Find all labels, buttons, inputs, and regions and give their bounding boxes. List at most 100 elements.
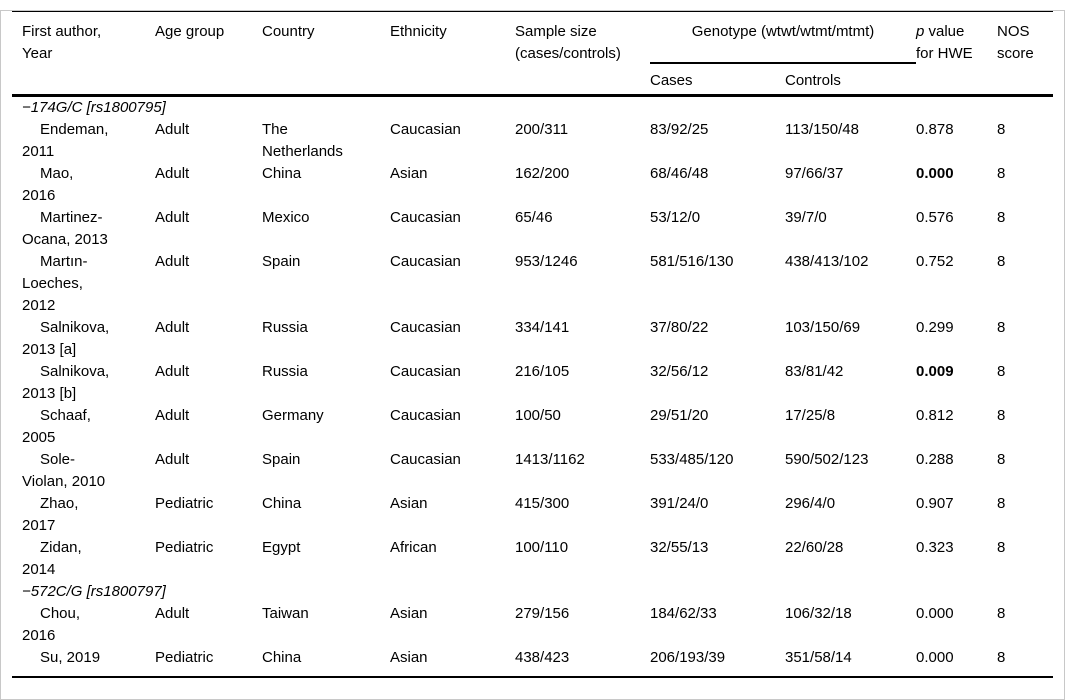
cell-age-group: Pediatric <box>155 648 214 666</box>
cell-p-value-hwe: 0.000 <box>916 604 954 622</box>
cell-genotype-controls: 351/58/14 <box>785 648 852 666</box>
cell-age-group: Pediatric <box>155 494 214 512</box>
cell-p-value-hwe: 0.299 <box>916 318 954 336</box>
cell-p-value-hwe: 0.752 <box>916 252 954 270</box>
col-header-country: Country <box>262 23 315 40</box>
cell-nos-score: 8 <box>997 120 1006 138</box>
table-row: Salnikova, 2013 [a] Adult Russia Caucasi… <box>12 317 1053 361</box>
cell-nos-score: 8 <box>997 538 1006 556</box>
cell-nos-score: 8 <box>997 406 1006 424</box>
cell-p-value-hwe: 0.907 <box>916 494 954 512</box>
cell-first-author: Su, 2019 <box>40 648 101 666</box>
cell-sample-size: 216/105 <box>515 362 570 380</box>
cell-genotype-cases: 32/56/12 <box>650 362 709 380</box>
cell-ethnicity: Asian <box>390 164 428 182</box>
cell-first-author: Sole- Violan, 2010 <box>22 450 106 490</box>
col-header-sample-size: Sample size (cases/controls) <box>515 23 621 62</box>
cell-first-author: Salnikova, 2013 [a] <box>22 318 110 358</box>
cell-nos-score: 8 <box>997 164 1006 182</box>
cell-genotype-controls: 590/502/123 <box>785 450 869 468</box>
cell-country: Taiwan <box>262 604 309 622</box>
cell-genotype-controls: 83/81/42 <box>785 362 844 380</box>
cell-genotype-cases: 533/485/120 <box>650 450 734 468</box>
cell-genotype-controls: 296/4/0 <box>785 494 836 512</box>
cell-ethnicity: Asian <box>390 604 428 622</box>
study-characteristics-table: First author, Year Age group Country Eth… <box>12 10 1053 678</box>
cell-country: China <box>262 494 302 512</box>
cell-country: Spain <box>262 450 301 468</box>
cell-first-author: Endeman, 2011 <box>22 120 109 160</box>
cell-ethnicity: Caucasian <box>390 252 461 270</box>
cell-genotype-cases: 37/80/22 <box>650 318 709 336</box>
p-value-header-rest: value for HWE <box>916 23 973 62</box>
cell-p-value-hwe: 0.000 <box>916 648 954 666</box>
header-row-main: First author, Year Age group Country Eth… <box>12 11 1053 64</box>
cell-p-value-hwe: 0.812 <box>916 406 954 424</box>
cell-sample-size: 162/200 <box>515 164 570 182</box>
col-header-nos-score: NOS score <box>997 23 1034 62</box>
cell-genotype-controls: 17/25/8 <box>785 406 836 424</box>
cell-genotype-controls: 106/32/18 <box>785 604 852 622</box>
cell-genotype-controls: 22/60/28 <box>785 538 844 556</box>
cell-genotype-cases: 29/51/20 <box>650 406 709 424</box>
cell-p-value-hwe: 0.878 <box>916 120 954 138</box>
section-header-row: −572C/G [rs1800797] <box>12 581 1053 603</box>
cell-country: China <box>262 648 302 666</box>
cell-age-group: Adult <box>155 406 190 424</box>
cell-p-value-hwe: 0.576 <box>916 208 954 226</box>
table-row: Chou, 2016 Adult Taiwan Asian 279/156 18… <box>12 603 1053 647</box>
cell-genotype-cases: 391/24/0 <box>650 494 709 512</box>
cell-sample-size: 100/110 <box>515 538 569 556</box>
col-header-genotype: Genotype (wtwt/wtmt/mtmt) <box>650 11 916 64</box>
cell-genotype-cases: 68/46/48 <box>650 164 709 182</box>
cell-first-author: Martın- Loeches, 2012 <box>22 252 88 314</box>
cell-age-group: Adult <box>155 252 190 270</box>
cell-ethnicity: Caucasian <box>390 208 461 226</box>
col-header-p-value-hwe: p value for HWE <box>916 11 997 95</box>
cell-nos-score: 8 <box>997 208 1006 226</box>
cell-country: Egypt <box>262 538 301 556</box>
cell-country: Spain <box>262 252 301 270</box>
cell-genotype-cases: 32/55/13 <box>650 538 709 556</box>
cell-p-value-hwe: 0.288 <box>916 450 954 468</box>
cell-sample-size: 200/311 <box>515 120 569 138</box>
table-row: Endeman, 2011 Adult The Netherlands Cauc… <box>12 119 1053 163</box>
table-row: Martın- Loeches, 2012 Adult Spain Caucas… <box>12 251 1053 317</box>
cell-nos-score: 8 <box>997 362 1006 380</box>
cell-sample-size: 65/46 <box>515 208 553 226</box>
p-italic: p <box>916 23 925 40</box>
cell-country: Mexico <box>262 208 310 226</box>
cell-first-author: Zidan, 2014 <box>22 538 82 578</box>
table-row: Sole- Violan, 2010 Adult Spain Caucasian… <box>12 449 1053 493</box>
cell-first-author: Martinez- Ocana, 2013 <box>22 208 108 248</box>
section-title-rs1800797: −572C/G [rs1800797] <box>22 582 166 600</box>
cell-genotype-controls: 39/7/0 <box>785 208 827 226</box>
cell-ethnicity: Caucasian <box>390 450 461 468</box>
cell-ethnicity: Caucasian <box>390 406 461 424</box>
cell-country: China <box>262 164 302 182</box>
cell-first-author: Zhao, 2017 <box>22 494 79 534</box>
cell-first-author: Salnikova, 2013 [b] <box>22 362 110 402</box>
cell-age-group: Adult <box>155 318 190 336</box>
table-header: First author, Year Age group Country Eth… <box>12 11 1053 95</box>
cell-age-group: Adult <box>155 208 190 226</box>
cell-nos-score: 8 <box>997 450 1006 468</box>
cell-first-author: Schaaf, 2005 <box>22 406 91 446</box>
cell-sample-size: 438/423 <box>515 648 570 666</box>
cell-nos-score: 8 <box>997 648 1006 666</box>
cell-genotype-cases: 83/92/25 <box>650 120 709 138</box>
cell-age-group: Pediatric <box>155 538 214 556</box>
cell-first-author: Chou, 2016 <box>22 604 81 644</box>
cell-age-group: Adult <box>155 362 190 380</box>
cell-age-group: Adult <box>155 450 190 468</box>
cell-sample-size: 1413/1162 <box>515 450 585 468</box>
cell-age-group: Adult <box>155 604 190 622</box>
table-body: −174G/C [rs1800795] Endeman, 2011 Adult … <box>12 95 1053 677</box>
cell-ethnicity: African <box>390 538 437 556</box>
col-header-age-group: Age group <box>155 23 225 40</box>
cell-first-author: Mao, 2016 <box>22 164 74 204</box>
table-row: Salnikova, 2013 [b] Adult Russia Caucasi… <box>12 361 1053 405</box>
header-row-genotype-sub: Cases Controls <box>12 63 1053 95</box>
cell-ethnicity: Asian <box>390 494 428 512</box>
cell-country: Russia <box>262 318 308 336</box>
